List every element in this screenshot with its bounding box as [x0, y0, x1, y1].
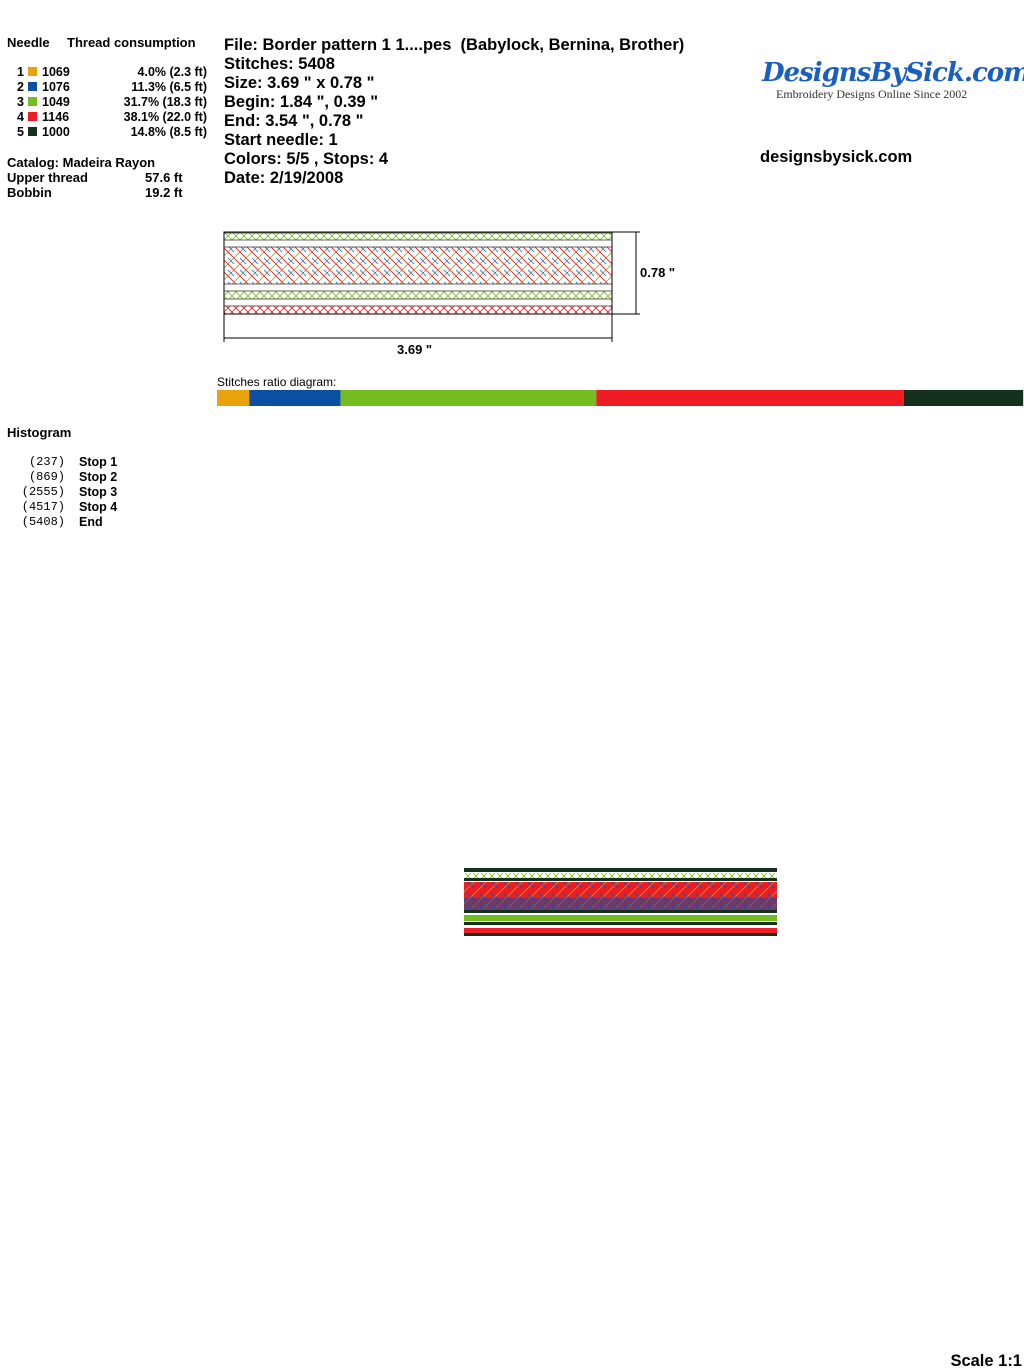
needle-number: 5	[17, 125, 24, 139]
histogram-stop: Stop 1	[79, 455, 118, 469]
scale: Scale 1:1	[950, 1352, 1022, 1370]
histogram-stop: Stop 4	[79, 500, 118, 514]
histogram-stop: Stop 2	[79, 470, 118, 484]
ratio-segment	[249, 390, 341, 406]
histogram-count: (5408)	[21, 515, 65, 529]
histogram-count: (237)	[28, 455, 65, 469]
needle-number: 1	[17, 65, 24, 79]
upper-thread-value: 57.6 ft	[145, 170, 183, 185]
logo-tagline: Embroidery Designs Online Since 2002	[776, 87, 968, 101]
info-line: Size: 3.69 " x 0.78 "	[224, 74, 375, 92]
ratio-title: Stitches ratio diagram:	[217, 375, 336, 389]
bobbin-label: Bobbin	[7, 185, 52, 200]
histogram-count: (869)	[28, 470, 65, 484]
histogram-count: (2555)	[21, 485, 65, 499]
ratio-segment	[903, 390, 1024, 406]
thread-swatch	[28, 97, 37, 106]
needle-number: 2	[17, 80, 24, 94]
info-line: Stitches: 5408	[224, 55, 335, 73]
histogram-stop: Stop 3	[79, 485, 118, 499]
thread-code: 1069	[42, 65, 70, 79]
histogram-count: (4517)	[21, 500, 65, 514]
thread-heading: Thread consumption	[67, 35, 196, 50]
needle-number: 3	[17, 95, 24, 109]
info-line: File: Border pattern 1 1....pes (Babyloc…	[224, 36, 685, 54]
website: designsbysick.com	[760, 148, 913, 166]
info-line: Colors: 5/5 , Stops: 4	[224, 150, 389, 168]
thread-swatch	[28, 82, 37, 91]
thread-swatch	[28, 67, 37, 76]
upper-thread-label: Upper thread	[7, 170, 88, 185]
catalog: Catalog: Madeira Rayon	[7, 155, 156, 170]
thread-swatch	[28, 127, 37, 136]
histogram-stop: End	[79, 515, 103, 529]
info-line: Start needle: 1	[224, 131, 338, 149]
ratio-segment	[596, 390, 904, 406]
thread-consumption: 4.0% (2.3 ft)	[137, 65, 207, 79]
actual-size-preview	[464, 868, 777, 936]
info-line: End: 3.54 ", 0.78 "	[224, 112, 364, 130]
outline-preview	[223, 231, 640, 342]
thread-swatch	[28, 112, 37, 121]
thread-consumption: 38.1% (22.0 ft)	[123, 110, 207, 124]
info-line: Begin: 1.84 ", 0.39 "	[224, 93, 379, 111]
needle-heading: Needle	[7, 35, 50, 50]
ratio-segment	[340, 390, 597, 406]
height-label: 0.78 "	[640, 265, 675, 280]
needle-number: 4	[17, 110, 24, 124]
thread-consumption: 31.7% (18.3 ft)	[123, 95, 207, 109]
ratio-segment	[217, 390, 250, 406]
thread-consumption: 11.3% (6.5 ft)	[131, 80, 207, 94]
thread-code: 1146	[42, 110, 70, 124]
thread-code: 1049	[42, 95, 70, 109]
thread-code: 1076	[42, 80, 70, 94]
info-line: Date: 2/19/2008	[224, 169, 344, 187]
width-label: 3.69 "	[397, 342, 432, 357]
ratio-bar	[217, 390, 1024, 406]
histogram-title: Histogram	[7, 425, 72, 440]
thread-consumption: 14.8% (8.5 ft)	[130, 125, 207, 139]
bobbin-value: 19.2 ft	[145, 185, 183, 200]
logo: DesignsBySick.com	[762, 58, 1024, 88]
thread-code: 1000	[42, 125, 70, 139]
